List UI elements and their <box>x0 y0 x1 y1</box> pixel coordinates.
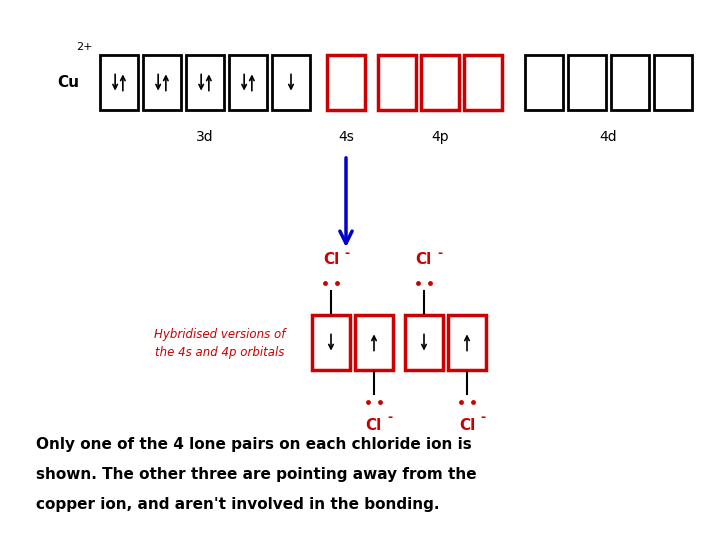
Bar <box>421 55 459 110</box>
Bar <box>448 315 486 370</box>
Text: -: - <box>344 246 349 260</box>
Bar <box>355 315 393 370</box>
Bar <box>186 55 224 110</box>
Text: the 4s and 4p orbitals: the 4s and 4p orbitals <box>156 346 284 359</box>
Text: Cu: Cu <box>57 75 79 90</box>
Text: Cl: Cl <box>323 253 339 267</box>
Text: 4p: 4p <box>431 130 449 144</box>
Bar <box>312 315 350 370</box>
Text: 3d: 3d <box>196 130 214 144</box>
Bar <box>378 55 416 110</box>
Text: Cl: Cl <box>459 417 475 433</box>
Bar <box>327 55 365 110</box>
Bar <box>229 55 267 110</box>
Bar <box>568 55 606 110</box>
Text: 4d: 4d <box>600 130 617 144</box>
Text: copper ion, and aren't involved in the bonding.: copper ion, and aren't involved in the b… <box>36 497 439 512</box>
Bar <box>100 55 138 110</box>
Text: -: - <box>480 411 485 424</box>
Bar <box>272 55 310 110</box>
Bar <box>525 55 563 110</box>
Text: Cl: Cl <box>415 253 432 267</box>
Bar <box>611 55 649 110</box>
Bar <box>654 55 692 110</box>
Bar <box>464 55 502 110</box>
Text: Hybridised versions of: Hybridised versions of <box>154 328 286 341</box>
Text: Only one of the 4 lone pairs on each chloride ion is: Only one of the 4 lone pairs on each chl… <box>36 437 472 453</box>
Bar <box>143 55 181 110</box>
Text: shown. The other three are pointing away from the: shown. The other three are pointing away… <box>36 468 477 483</box>
Bar <box>405 315 443 370</box>
Text: 4s: 4s <box>338 130 354 144</box>
Text: -: - <box>437 246 442 260</box>
Text: Cl: Cl <box>366 417 382 433</box>
Text: -: - <box>387 411 392 424</box>
Text: 2+: 2+ <box>76 42 92 52</box>
